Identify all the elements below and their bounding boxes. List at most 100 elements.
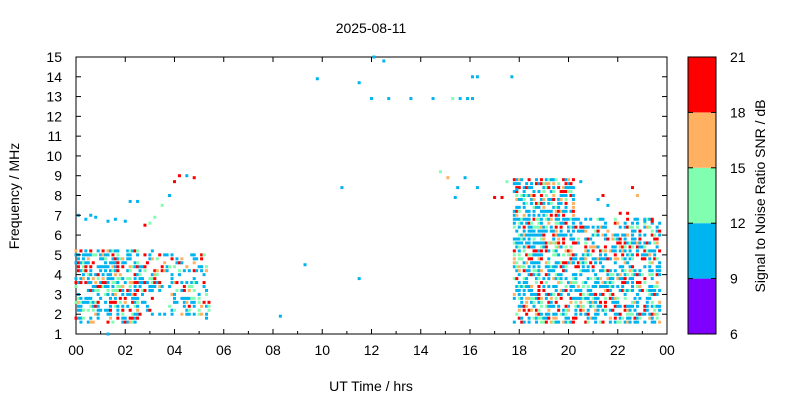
- data-point: [81, 253, 85, 257]
- data-point: [150, 285, 154, 289]
- data-point: [542, 277, 546, 281]
- data-point: [537, 217, 541, 221]
- data-point: [86, 281, 90, 285]
- data-point: [564, 285, 568, 289]
- data-point: [631, 277, 635, 281]
- data-point: [554, 209, 558, 213]
- data-point: [564, 265, 568, 269]
- data-point: [136, 316, 140, 320]
- data-point: [638, 241, 642, 245]
- data-point: [554, 213, 558, 217]
- data-point: [539, 237, 543, 241]
- data-point: [527, 285, 531, 289]
- data-point: [138, 281, 142, 285]
- data-point: [601, 194, 605, 197]
- data-point: [571, 316, 575, 320]
- data-point: [650, 273, 654, 277]
- data-point: [126, 253, 130, 257]
- x-tick-label: 00: [68, 342, 84, 358]
- data-point: [628, 312, 632, 316]
- data-point: [76, 304, 80, 308]
- data-point: [542, 209, 546, 213]
- data-point: [94, 253, 98, 257]
- data-point: [79, 304, 83, 308]
- data-point: [601, 269, 605, 273]
- data-point: [99, 296, 103, 300]
- data-point: [562, 221, 566, 225]
- data-point: [74, 281, 78, 285]
- data-point: [621, 249, 625, 253]
- data-point: [532, 237, 536, 241]
- data-point: [569, 190, 573, 194]
- data-point: [596, 304, 600, 308]
- data-point: [534, 225, 538, 229]
- data-point: [643, 221, 647, 225]
- data-point: [136, 312, 140, 316]
- data-point: [623, 292, 627, 296]
- data-point: [544, 217, 548, 221]
- data-point: [564, 249, 568, 253]
- data-point: [113, 288, 117, 292]
- data-point: [99, 257, 103, 261]
- data-point: [547, 308, 551, 312]
- data-point: [554, 245, 558, 249]
- data-point: [648, 269, 652, 273]
- data-point: [446, 176, 450, 180]
- data-point: [547, 257, 551, 261]
- data-point: [104, 285, 108, 289]
- data-point: [633, 296, 637, 300]
- data-point: [601, 320, 605, 324]
- data-point: [633, 308, 637, 312]
- data-point: [185, 312, 189, 316]
- data-point: [108, 249, 112, 253]
- data-point: [645, 253, 649, 257]
- data-point: [591, 245, 595, 249]
- data-point: [123, 281, 127, 285]
- data-point: [532, 265, 536, 269]
- data-point: [601, 233, 605, 237]
- data-point: [180, 288, 184, 292]
- data-point: [596, 229, 600, 233]
- data-point: [594, 285, 598, 289]
- data-point: [643, 217, 647, 221]
- data-point: [111, 269, 115, 273]
- data-point: [539, 304, 543, 308]
- data-point: [534, 320, 538, 324]
- data-point: [631, 253, 635, 257]
- data-point: [658, 229, 662, 233]
- data-point: [628, 245, 632, 249]
- data-point: [187, 304, 191, 308]
- data-point: [108, 277, 112, 281]
- data-point: [626, 261, 630, 265]
- data-point: [534, 292, 538, 296]
- data-point: [633, 241, 637, 245]
- data-point: [113, 296, 117, 300]
- data-point: [554, 253, 558, 257]
- data-point: [569, 237, 573, 241]
- data-point: [594, 281, 598, 285]
- data-point: [569, 209, 573, 213]
- x-tick-label: 04: [167, 342, 183, 358]
- data-point: [532, 261, 536, 265]
- plot-area: [74, 55, 668, 336]
- data-point: [522, 225, 526, 229]
- data-point: [517, 253, 521, 257]
- data-point: [586, 265, 590, 269]
- data-point: [76, 300, 80, 304]
- data-point: [101, 277, 105, 281]
- data-point: [569, 186, 573, 190]
- data-point: [616, 277, 620, 281]
- data-point: [128, 288, 132, 292]
- data-point: [140, 292, 144, 296]
- data-point: [534, 253, 538, 257]
- data-point: [618, 249, 622, 253]
- data-point: [586, 308, 590, 312]
- data-point: [567, 225, 570, 229]
- data-point: [643, 245, 647, 249]
- data-point: [158, 288, 162, 292]
- data-point: [571, 241, 575, 245]
- data-point: [168, 285, 172, 289]
- data-point: [549, 178, 553, 182]
- data-point: [547, 182, 551, 186]
- data-point: [143, 265, 147, 269]
